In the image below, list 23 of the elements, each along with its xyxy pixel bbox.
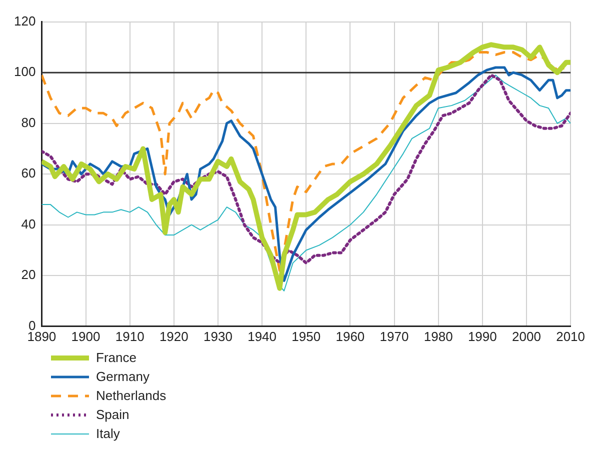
legend-label: France [96, 350, 136, 365]
x-tick-label: 1950 [292, 328, 321, 344]
y-tick-label: 20 [21, 267, 36, 282]
legend-label: Netherlands [96, 388, 166, 403]
y-tick-label: 120 [14, 13, 36, 28]
legend-label: Germany [96, 369, 150, 384]
y-tick-label: 60 [21, 166, 36, 181]
x-tick-label: 1980 [424, 328, 453, 344]
x-tick-label: 1920 [159, 328, 188, 344]
y-tick-label: 80 [21, 114, 36, 130]
x-tick-label: 2000 [512, 328, 541, 344]
y-tick-label: 100 [14, 64, 36, 80]
legend-label: Italy [96, 426, 120, 441]
x-tick-label: 1960 [336, 328, 365, 344]
x-tick-label: 2010 [556, 328, 585, 344]
y-tick-label: 40 [21, 216, 36, 232]
x-tick-label: 1910 [115, 328, 144, 344]
x-tick-label: 1940 [248, 328, 277, 344]
x-tick-label: 1930 [204, 328, 232, 344]
x-tick-label: 1990 [468, 328, 497, 344]
x-tick-label: 1970 [380, 328, 409, 344]
legend-label: Spain [96, 407, 130, 422]
x-tick-label: 1900 [71, 328, 100, 344]
